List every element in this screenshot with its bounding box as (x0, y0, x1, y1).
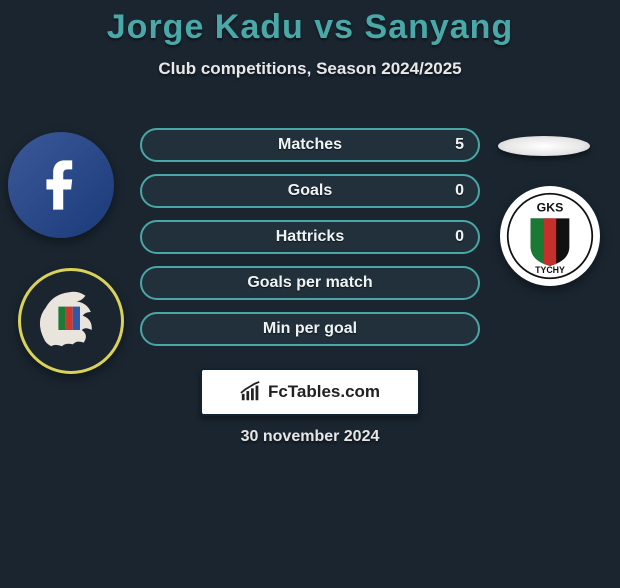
chart-growth-icon (240, 381, 262, 403)
stat-label: Matches (278, 136, 342, 154)
attribution-text: FcTables.com (268, 382, 380, 402)
page-title: Jorge Kadu vs Sanyang (0, 8, 620, 47)
stat-label: Min per goal (263, 320, 357, 338)
facebook-f-icon (33, 157, 89, 213)
stat-label: Hattricks (276, 228, 344, 246)
crest-text-top: GKS (537, 200, 564, 214)
left-club-badge (18, 268, 124, 374)
player-left-avatar (8, 132, 114, 238)
attribution-badge: FcTables.com (200, 368, 420, 416)
date-text: 30 november 2024 (0, 428, 620, 446)
stat-value: 5 (455, 136, 464, 154)
right-club-badge: GKS TYCHY (500, 186, 600, 286)
stat-row-min-per-goal: Min per goal (140, 312, 480, 346)
stat-label: Goals (288, 182, 332, 200)
stat-label: Goals per match (247, 274, 372, 292)
gks-tychy-crest-icon: GKS TYCHY (506, 192, 594, 280)
crest-lion-icon (26, 276, 116, 366)
stat-value: 0 (455, 182, 464, 200)
crest-text-bottom: TYCHY (535, 265, 565, 275)
stat-value: 0 (455, 228, 464, 246)
stats-list: Matches 5 Goals 0 Hattricks 0 Goals per … (140, 128, 480, 358)
stat-row-matches: Matches 5 (140, 128, 480, 162)
stat-row-hattricks: Hattricks 0 (140, 220, 480, 254)
player-right-avatar-placeholder (498, 136, 590, 156)
stat-row-goals: Goals 0 (140, 174, 480, 208)
stat-row-goals-per-match: Goals per match (140, 266, 480, 300)
subtitle: Club competitions, Season 2024/2025 (0, 59, 620, 79)
